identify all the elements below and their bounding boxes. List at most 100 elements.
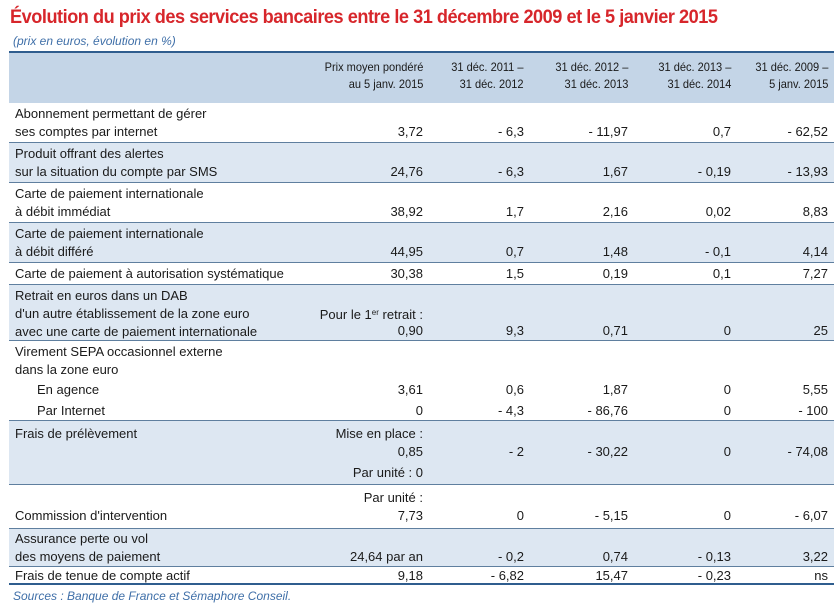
- cell-c2: 1,48: [602, 244, 628, 259]
- cell-c2: - 5,15: [594, 508, 628, 523]
- cell-c1: 0: [516, 508, 524, 523]
- cell-c4: 25: [813, 323, 828, 338]
- cell-c2: - 11,97: [588, 124, 628, 139]
- cell-c2: 1,87: [602, 382, 628, 397]
- table-row: Commission d'intervention Par unité : 7,…: [9, 485, 834, 529]
- cell-c4: 4,14: [802, 244, 828, 259]
- cell-prix: 0,90: [397, 323, 423, 338]
- cell-prix: 3,61: [397, 382, 423, 397]
- row-label: Commission d'intervention: [15, 508, 168, 523]
- cell-c1: - 6,3: [497, 124, 524, 139]
- cell-c1: 1,5: [505, 266, 524, 281]
- table-header: Prix moyen pondéré au 5 janv. 2015 31 dé…: [9, 53, 834, 103]
- row-label: Par Internet: [37, 403, 105, 418]
- cell-prix-note: Pour le 1er retrait :: [320, 304, 423, 324]
- cell-c3: 0: [723, 382, 731, 397]
- row-label: Carte de paiement internationale à débit…: [15, 226, 204, 259]
- table-subtitle: (prix en euros, évolution en %): [13, 34, 176, 48]
- cell-c4: - 6,07: [794, 508, 828, 523]
- table-row: Frais de tenue de compte actif 9,18 - 6,…: [9, 567, 834, 585]
- cell-prix: 7,73: [397, 508, 423, 523]
- table-row: Abonnement permettant de gérer ses compt…: [9, 103, 834, 143]
- cell-c2: 2,16: [602, 204, 628, 219]
- cell-c2: 0,71: [602, 323, 628, 338]
- cell-c4: - 100: [798, 403, 828, 418]
- cell-prix: 9,18: [397, 568, 423, 583]
- cell-c3: - 0,19: [697, 164, 731, 179]
- row-label: Abonnement permettant de gérer ses compt…: [15, 106, 207, 139]
- price-table: Prix moyen pondéré au 5 janv. 2015 31 dé…: [9, 51, 834, 585]
- table-row: Assurance perte ou vol des moyens de pai…: [9, 529, 834, 567]
- cell-prix: 38,92: [390, 204, 423, 219]
- row-label: Produit offrant des alertes sur la situa…: [15, 146, 218, 179]
- cell-c2: 0,74: [602, 549, 628, 564]
- prix-note-sup: er: [371, 308, 379, 317]
- table-title: Évolution du prix des services bancaires…: [10, 6, 718, 28]
- cell-c2: 15,47: [595, 568, 628, 583]
- header-2011-2012: 31 déc. 2011 – 31 déc. 2012: [451, 60, 524, 91]
- cell-c2: 1,67: [602, 164, 628, 179]
- cell-c4: - 62,52: [787, 124, 828, 139]
- table-source: Sources : Banque de France et Sémaphore …: [13, 589, 292, 603]
- cell-prix: 24,64 par an: [349, 549, 423, 564]
- table-row: Produit offrant des alertes sur la situa…: [9, 143, 834, 183]
- row-label: Retrait en euros dans un DAB d'un autre …: [15, 288, 258, 339]
- header-2012-2013: 31 déc. 2012 – 31 déc. 2013: [554, 60, 628, 91]
- row-label: Frais de tenue de compte actif: [15, 568, 190, 583]
- cell-c1: 0,7: [505, 244, 524, 259]
- cell-c1: - 0,2: [497, 549, 524, 564]
- header-prix: Prix moyen pondéré au 5 janv. 2015: [324, 60, 423, 91]
- row-label: Assurance perte ou vol des moyens de pai…: [15, 531, 161, 564]
- cell-prix: 0: [415, 403, 423, 418]
- cell-c3: 0: [723, 508, 731, 523]
- cell-c1: - 4,3: [497, 403, 524, 418]
- cell-c1: - 2: [508, 444, 524, 459]
- table-row: Carte de paiement à autorisation systéma…: [9, 263, 834, 285]
- cell-c3: - 0,13: [697, 549, 731, 564]
- cell-c3: 0: [723, 403, 731, 418]
- cell-c4: 8,83: [802, 204, 828, 219]
- cell-c3: - 0,23: [697, 568, 731, 583]
- cell-prix: 3,72: [397, 124, 423, 139]
- cell-c4: 3,22: [802, 549, 828, 564]
- row-label: Carte de paiement internationale à débit…: [15, 186, 204, 219]
- cell-c1: - 6,82: [490, 568, 524, 583]
- cell-c2: - 30,22: [587, 444, 628, 459]
- cell-c3: 0: [723, 323, 731, 338]
- table-row: Frais de prélèvement Mise en place : 0,8…: [9, 421, 834, 485]
- row-label: Frais de prélèvement: [15, 426, 138, 441]
- header-2013-2014: 31 déc. 2013 – 31 déc. 2014: [657, 60, 731, 91]
- cell-c4: - 74,08: [787, 444, 828, 459]
- cell-c3: 0,1: [712, 266, 731, 281]
- table-row: Carte de paiement internationale à débit…: [9, 183, 834, 223]
- cell-prix: 30,38: [390, 266, 423, 281]
- cell-c2: - 86,76: [587, 403, 628, 418]
- cell-prix: 44,95: [390, 244, 423, 259]
- cell-c4: - 13,93: [787, 164, 828, 179]
- cell-c3: 0,7: [712, 124, 731, 139]
- row-label: Carte de paiement à autorisation systéma…: [15, 266, 284, 281]
- cell-prix-note: Mise en place :: [335, 426, 423, 441]
- cell-c1: 1,7: [505, 204, 524, 219]
- cell-prix-note: Par unité : 0: [352, 465, 423, 480]
- cell-c1: 0,6: [505, 382, 524, 397]
- cell-c1: 9,3: [505, 323, 524, 338]
- table-row: Retrait en euros dans un DAB d'un autre …: [9, 285, 834, 341]
- cell-c3: - 0,1: [704, 244, 731, 259]
- cell-c4: 5,55: [802, 382, 828, 397]
- cell-prix: 24,76: [390, 164, 423, 179]
- cell-c4: 7,27: [802, 266, 828, 281]
- row-label: Virement SEPA occasionnel externe dans l…: [15, 344, 223, 377]
- table-row-group: Virement SEPA occasionnel externe dans l…: [9, 341, 834, 421]
- cell-c3: 0,02: [705, 204, 731, 219]
- prix-note-post: retrait :: [378, 307, 423, 322]
- cell-c2: 0,19: [602, 266, 628, 281]
- header-2009-2015: 31 déc. 2009 – 5 janv. 2015: [754, 60, 828, 91]
- cell-c1: - 6,3: [497, 164, 524, 179]
- table-row: Carte de paiement internationale à débit…: [9, 223, 834, 263]
- row-label: En agence: [37, 382, 100, 397]
- prix-note-pre: Pour le 1: [319, 307, 372, 322]
- cell-prix: 0,85: [397, 444, 423, 459]
- cell-prix-note: Par unité :: [363, 490, 423, 505]
- cell-c4: ns: [814, 568, 828, 583]
